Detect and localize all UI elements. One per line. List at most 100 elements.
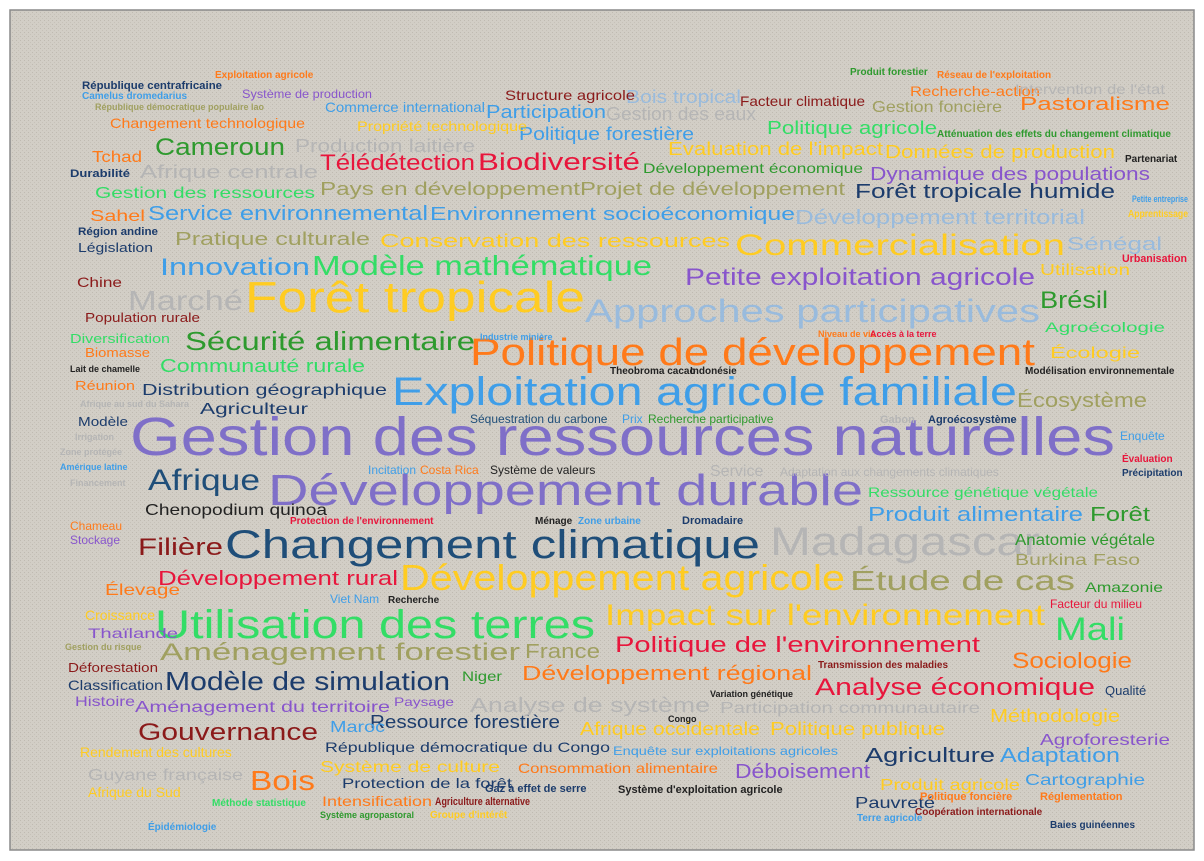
word: Transmission des maladies [818,660,948,671]
word: Population rurale [85,310,200,325]
word: Intensification [322,793,432,809]
word: Brésil [1040,287,1108,314]
word: Agriculture alternative [435,796,530,808]
word: Anatomie végétale [1015,532,1155,549]
word: Réunion [75,378,135,393]
word: Système d'exploitation agricole [618,784,783,796]
word: Durabilité [70,168,130,180]
word: Politique de l'environnement [615,632,980,657]
word: Agroforesterie [1040,732,1170,749]
word: Maroc [330,719,385,736]
word: Politique publique [770,719,945,739]
word: Industrie minière [480,332,553,342]
word: Exploitation agricole familiale [392,370,1017,414]
word: Épidémiologie [148,820,217,833]
word: Croissance [85,607,155,623]
word: Filière [138,534,223,561]
word: Coopération internationale [915,807,1043,818]
word: République centrafricaine [82,80,222,92]
word: Ressource génétique végétale [868,484,1098,500]
word: Environnement socioéconomique [430,204,795,224]
word: Changement technologique [110,115,305,131]
word: Indonésie [690,366,737,377]
word: Gestion des ressources naturelles [130,407,1115,467]
word: Petite entreprise [1132,194,1188,204]
word: Zone urbaine [578,516,641,527]
word: Intervention de l'état [1015,81,1165,97]
word: Sénégal [1067,234,1162,254]
word: Irrigation [75,432,114,442]
word: Afrique centrale [140,162,318,182]
word: Développement territorial [795,207,1085,229]
word: Forêt tropicale humide [855,181,1115,203]
word: Modèle [78,414,128,429]
word: Guyane française [88,767,243,784]
word: Madagascar [770,520,1040,564]
word: Évaluation [1122,452,1173,465]
word: Accès à la terre [870,329,937,339]
word: Communauté rurale [160,356,365,376]
word: Partenariat [1125,154,1178,165]
word: Modélisation environnementale [1025,366,1175,377]
word: Gestion des eaux [606,104,756,124]
word: Structure agricole [505,87,635,103]
word: Chine [77,274,122,290]
word: Bois tropical [626,87,741,107]
word: Bois [250,765,315,796]
word: République démocratique du Congo [325,739,610,755]
word: Commerce international [325,99,485,115]
word: Projet de développement [580,179,845,199]
word: Biomasse [85,345,150,360]
word: Congo [668,714,697,724]
word: Histoire [75,693,135,709]
word: Zone protégée [60,447,122,457]
word: Gestion foncière [872,99,1002,116]
word: Tchad [92,149,142,166]
word: Réseau de l'exploitation [937,70,1051,81]
word: Commercialisation [735,229,1065,262]
word: Distribution géographique [142,382,387,399]
word: Pastoralisme [1020,94,1170,114]
word: Pays en développement [320,179,580,199]
word: Gabon [880,414,915,426]
word: France [525,641,600,663]
word: Système agropastoral [320,810,414,820]
word: Méthode statistique [212,798,306,809]
word: Classification [68,677,163,693]
word: Niveau de vie [818,329,876,339]
word: Petite exploitation agricole [685,264,1035,291]
word: Pauvreté [855,795,935,812]
word: Développement économique [643,160,863,176]
word: Région andine [78,226,158,238]
word: Propriété technologique [357,118,527,134]
word: Séquestration du carbone [470,412,608,426]
word: Production laitière [295,136,475,156]
word: Système de culture [320,759,500,776]
word: Sécurité alimentaire [185,326,475,356]
word: Participation communautaire [720,700,980,717]
word: Système de valeurs [490,463,595,477]
word: Facteur climatique [740,93,865,109]
word: Marché [128,285,243,316]
word: Baies guinéennes [1050,820,1135,831]
word: Évaluation de l'impact [668,139,883,159]
word: Forêt [1090,504,1151,526]
word: Réglementation [1040,791,1123,803]
word: Approches participatives [585,293,1040,329]
word: Adaptation aux changements climatiques [780,465,999,479]
word: Exploitation agricole [215,70,314,81]
word: Recherche [388,595,440,606]
word: Variation génétique [710,689,793,699]
word: Sociologie [1012,648,1132,673]
word: Politique de développement [470,332,1036,374]
word: Enquête [1120,429,1165,443]
word: Groupe d'intérêt [430,810,508,821]
word: Facteur du milieu [1050,597,1142,611]
word: Viet Nam [330,592,379,606]
word: Changement climatique [225,523,760,567]
word: Agroécosystème [928,414,1017,426]
word: Gestion du risque [65,642,142,652]
word: Cartographie [1025,772,1145,789]
word: Afrique du Sud [88,784,181,800]
word: Financement [70,478,126,488]
